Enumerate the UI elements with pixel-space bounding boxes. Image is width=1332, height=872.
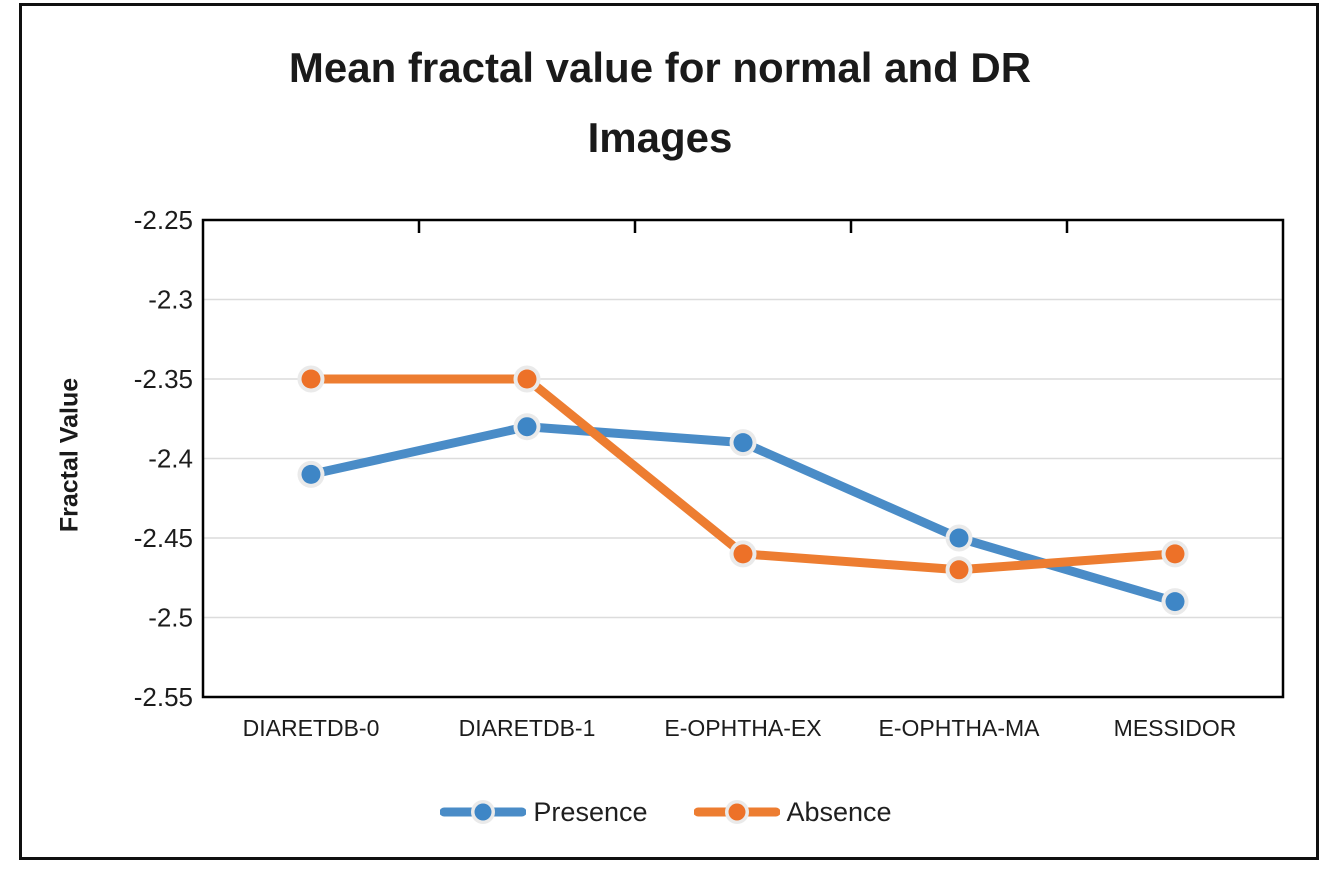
legend-marker-presence — [474, 803, 492, 821]
x-category-label: DIARETDB-0 — [243, 715, 380, 741]
x-category-label: MESSIDOR — [1114, 715, 1237, 741]
y-tick-label: -2.35 — [134, 364, 193, 394]
data-point-absence-2 — [733, 544, 753, 564]
y-tick-label: -2.4 — [148, 444, 193, 474]
data-point-absence-4 — [1165, 544, 1185, 564]
chart-title-line-1: Mean fractal value for normal and DR — [288, 44, 1032, 91]
data-point-absence-1 — [517, 369, 537, 389]
y-tick-label: -2.5 — [148, 603, 193, 633]
data-point-absence-3 — [949, 560, 969, 580]
y-tick-label: -2.55 — [134, 682, 193, 712]
data-point-absence-0 — [301, 369, 321, 389]
x-category-label: E-OPHTHA-EX — [664, 715, 821, 741]
legend-item-presence: Presence — [440, 796, 648, 828]
chart-title-line-2: Images — [587, 114, 733, 161]
y-tick-label: -2.25 — [134, 205, 193, 235]
legend-swatch-presence-icon — [440, 800, 527, 824]
legend-label-absence: Absence — [786, 796, 892, 827]
x-category-label: E-OPHTHA-MA — [879, 715, 1041, 741]
legend-item-absence: Absence — [693, 796, 892, 828]
legend-label-presence: Presence — [533, 796, 648, 827]
figure-border — [19, 3, 1319, 860]
legend: Presence Absence — [0, 788, 1332, 836]
data-point-presence-1 — [517, 417, 537, 437]
chart-title: Mean fractal value for normal and DR Ima… — [0, 33, 1320, 173]
data-point-presence-4 — [1165, 592, 1185, 612]
y-tick-label: -2.45 — [134, 523, 193, 553]
data-point-presence-0 — [301, 464, 321, 484]
plot-border — [201, 218, 1285, 699]
legend-swatch-absence-icon — [693, 800, 780, 824]
y-tick-label: -2.3 — [148, 285, 193, 315]
data-point-presence-3 — [949, 528, 969, 548]
data-point-presence-2 — [733, 433, 753, 453]
x-category-label: DIARETDB-1 — [459, 715, 596, 741]
legend-marker-absence — [728, 803, 745, 821]
